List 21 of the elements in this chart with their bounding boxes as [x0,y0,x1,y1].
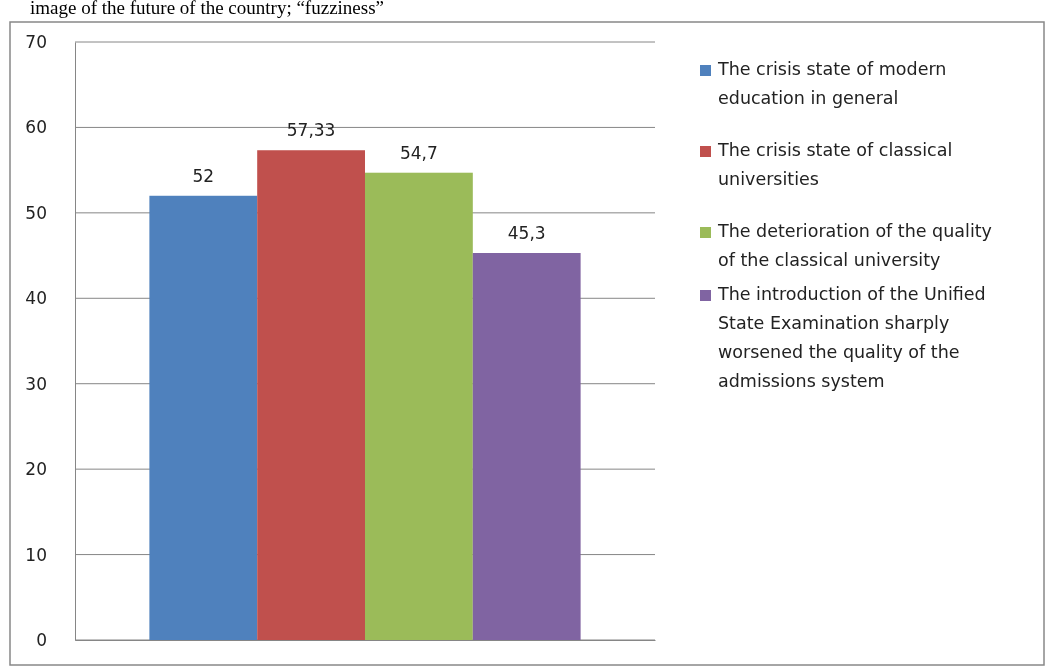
y-tick-label: 10 [25,544,47,565]
bar [472,253,581,640]
bar [257,150,365,640]
y-tick-label: 50 [25,202,47,223]
data-label: 45,3 [507,223,546,244]
y-tick-label: 20 [25,459,47,480]
data-label: 52 [192,165,215,186]
y-tick-label: 70 [25,31,47,52]
bar [149,195,258,640]
y-tick-label: 40 [25,288,47,309]
y-tick-label: 0 [36,629,47,650]
bar [365,172,473,640]
legend-label: The deterioration of the quality of the classical university [717,221,992,270]
data-label: 54,7 [399,142,438,163]
text: image of the future of the country; “fuzziness” [30,0,384,18]
legend-label: The crisis state of classical universities [717,140,953,189]
y-tick-label: 30 [25,373,47,394]
legend-label: The crisis state of modern education in general [717,59,947,108]
legend-label: The introduction of the Unified State Examination sharply worsened the quality of the admissions system [717,284,986,391]
data-label: 57,33 [286,120,336,141]
y-tick-label: 60 [25,117,47,138]
